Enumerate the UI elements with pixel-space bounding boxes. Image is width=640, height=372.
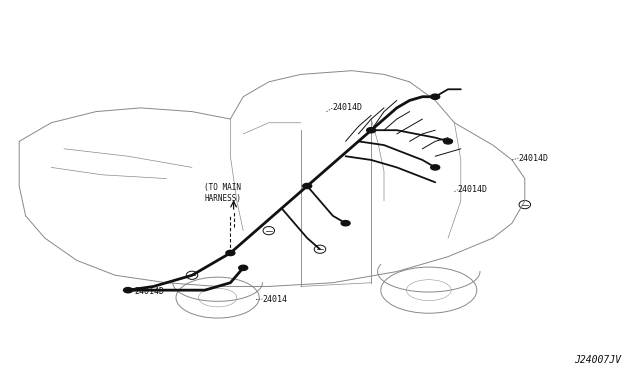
Circle shape	[124, 288, 132, 293]
Circle shape	[431, 94, 440, 99]
Circle shape	[226, 250, 235, 256]
Circle shape	[444, 139, 452, 144]
Text: 24014D: 24014D	[333, 103, 363, 112]
Circle shape	[341, 221, 350, 226]
Circle shape	[303, 183, 312, 189]
Circle shape	[367, 128, 376, 133]
Text: 24014D: 24014D	[134, 287, 164, 296]
Text: 24014: 24014	[262, 295, 287, 304]
Text: 24014D: 24014D	[518, 154, 548, 163]
Text: 24014D: 24014D	[458, 185, 488, 194]
Circle shape	[239, 265, 248, 270]
Text: (TO MAIN
HARNESS): (TO MAIN HARNESS)	[204, 183, 241, 203]
Text: J24007JV: J24007JV	[574, 355, 621, 365]
Circle shape	[431, 165, 440, 170]
